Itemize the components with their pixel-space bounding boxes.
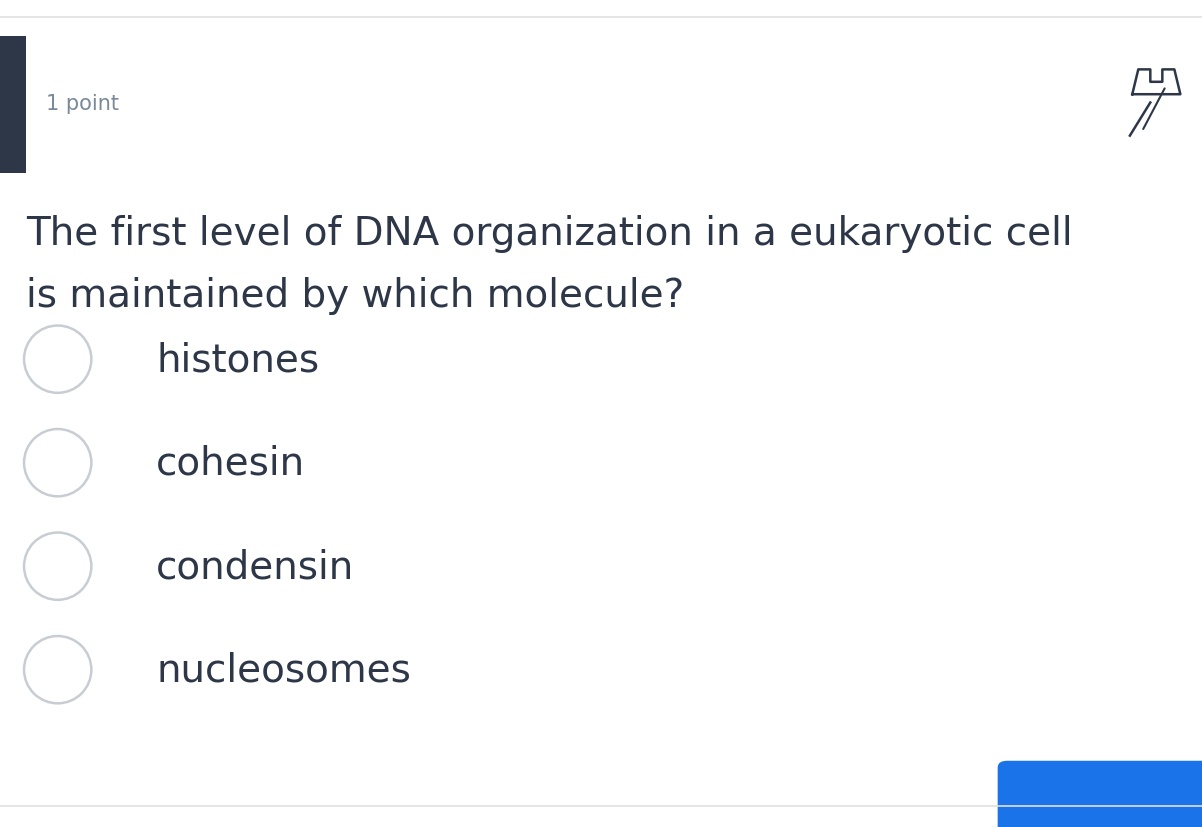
FancyBboxPatch shape bbox=[998, 761, 1202, 827]
Ellipse shape bbox=[24, 533, 91, 600]
Ellipse shape bbox=[24, 636, 91, 704]
Text: The first level of DNA organization in a eukaryotic cell: The first level of DNA organization in a… bbox=[26, 215, 1073, 253]
Text: cohesin: cohesin bbox=[156, 444, 305, 482]
Text: histones: histones bbox=[156, 341, 320, 379]
Text: nucleosomes: nucleosomes bbox=[156, 651, 411, 689]
Text: 1 point: 1 point bbox=[46, 93, 119, 113]
Text: condensin: condensin bbox=[156, 547, 355, 586]
FancyBboxPatch shape bbox=[0, 37, 26, 174]
Text: is maintained by which molecule?: is maintained by which molecule? bbox=[26, 277, 685, 315]
Ellipse shape bbox=[24, 429, 91, 497]
Ellipse shape bbox=[24, 326, 91, 394]
